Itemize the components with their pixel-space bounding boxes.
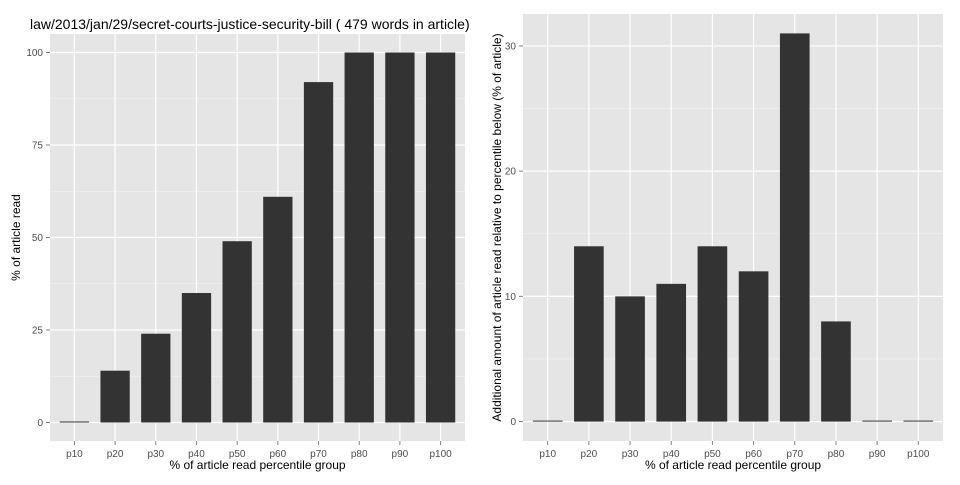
y-tick-label: 25 xyxy=(32,326,44,337)
bar-p60 xyxy=(263,196,293,423)
bar-p50 xyxy=(222,241,252,423)
right-y-axis-label: Additional amount of article read relati… xyxy=(490,33,504,421)
x-tick-label: p30 xyxy=(147,449,164,460)
x-tick-label: p100 xyxy=(907,449,930,460)
bar-p20 xyxy=(574,246,604,422)
bar-p10 xyxy=(532,420,563,422)
left-chart: 0 25 50 75 100 p10 p20 p30 p40 p50 p60 p70 p80 p90 p1… xyxy=(9,16,470,472)
bar-p100 xyxy=(903,420,934,422)
bar-p30 xyxy=(141,333,171,423)
left-chart-title: law/2013/jan/29/secret-courts-justice-se… xyxy=(30,16,470,32)
bar-p50 xyxy=(697,246,728,422)
x-tick-label: p10 xyxy=(66,449,83,460)
bar-p70 xyxy=(779,33,810,422)
x-tick-label: p50 xyxy=(704,449,721,460)
bar-p40 xyxy=(181,293,212,423)
x-tick-label: p20 xyxy=(107,449,124,460)
y-tick-label: 0 xyxy=(510,417,516,428)
x-tick-label: p60 xyxy=(269,449,286,460)
bar-p90 xyxy=(862,420,892,422)
bar-p60 xyxy=(738,271,769,422)
x-tick-label: p40 xyxy=(188,449,205,460)
x-tick-label: p70 xyxy=(310,449,327,460)
y-tick-label: 30 xyxy=(505,41,517,52)
y-tick-label: 10 xyxy=(505,292,517,303)
bar-p10 xyxy=(59,421,90,423)
x-tick-label: p90 xyxy=(392,449,409,460)
y-tick-label: 0 xyxy=(37,418,43,429)
x-tick-label: p10 xyxy=(539,449,556,460)
bar-p80 xyxy=(344,52,374,423)
x-tick-label: p80 xyxy=(828,449,845,460)
y-tick-label: 20 xyxy=(505,167,517,178)
x-tick-label: p20 xyxy=(581,449,598,460)
bar-p90 xyxy=(385,52,415,423)
x-tick-label: p60 xyxy=(745,449,762,460)
bar-p30 xyxy=(615,296,645,422)
y-tick-label: 75 xyxy=(32,141,44,152)
bar-p70 xyxy=(303,82,334,423)
bar-p40 xyxy=(656,283,687,422)
right-x-axis-label: % of article read percentile group xyxy=(645,458,821,472)
left-y-axis-label: % of article read xyxy=(9,194,23,281)
x-tick-label: p30 xyxy=(622,449,639,460)
y-tick-label: 100 xyxy=(26,48,43,59)
x-tick-label: p50 xyxy=(229,449,246,460)
x-tick-label: p90 xyxy=(869,449,886,460)
x-tick-label: p70 xyxy=(786,449,803,460)
y-tick-label: 50 xyxy=(32,233,44,244)
bar-p100 xyxy=(425,52,456,423)
bar-p80 xyxy=(821,321,851,422)
x-tick-label: p100 xyxy=(429,449,452,460)
x-tick-label: p40 xyxy=(663,449,680,460)
left-x-axis-label: % of article read percentile group xyxy=(169,458,345,472)
bar-p20 xyxy=(100,370,130,423)
x-tick-label: p80 xyxy=(351,449,368,460)
